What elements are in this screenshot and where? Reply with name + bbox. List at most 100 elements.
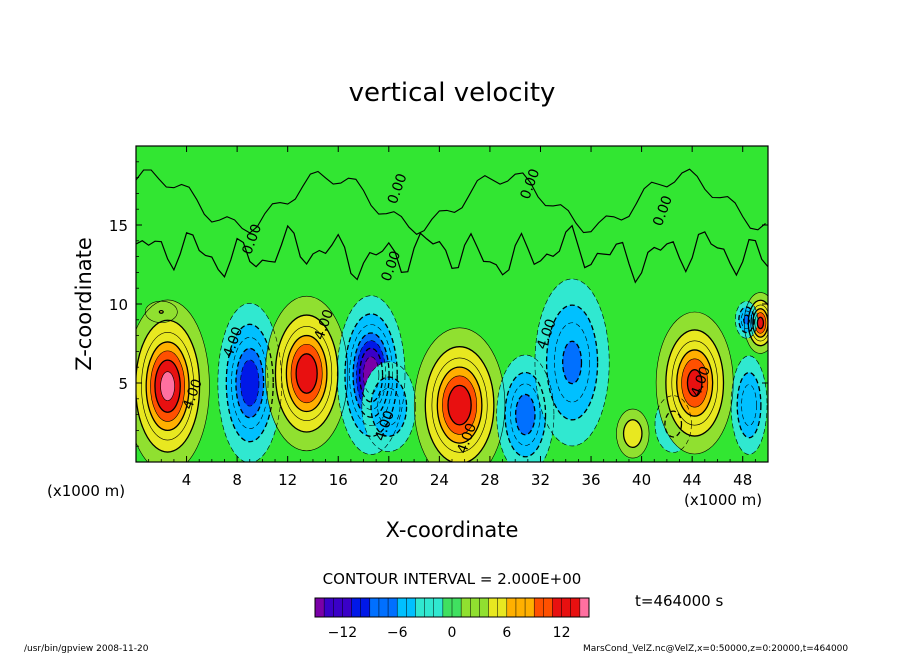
contour-line xyxy=(431,357,488,453)
contour-line xyxy=(665,329,725,437)
level-band xyxy=(562,341,582,384)
contour-line xyxy=(616,408,650,459)
contour-line xyxy=(160,371,175,401)
y-axis: 5 10 15 xyxy=(109,161,768,447)
contour-line xyxy=(743,314,750,326)
contour-line xyxy=(436,366,483,444)
colorbar-step xyxy=(515,598,526,617)
colorbar-step xyxy=(369,598,380,617)
colorbar-tick-label: 6 xyxy=(502,625,511,641)
contour-line xyxy=(562,340,583,385)
colorbar-step xyxy=(552,598,563,617)
x-tick-label: 20 xyxy=(379,471,398,489)
contour-line xyxy=(377,387,401,426)
level-band xyxy=(687,369,702,397)
colorbar-steps xyxy=(314,597,590,618)
contour-line xyxy=(349,324,393,426)
colorbar-step xyxy=(543,598,553,617)
contour-line xyxy=(741,384,757,426)
x-tick-label: 4 xyxy=(182,471,192,489)
colorbar-step xyxy=(324,598,334,617)
contour-line xyxy=(676,349,714,417)
colorbar-step xyxy=(506,598,517,617)
colorbar-step xyxy=(488,598,499,617)
colorbar-step xyxy=(424,598,435,617)
contour-line xyxy=(235,347,265,419)
contour-line xyxy=(514,393,536,436)
y-tick-label: 10 xyxy=(109,296,128,314)
contour-line xyxy=(265,295,349,452)
colorbar-step xyxy=(342,598,353,617)
level-band xyxy=(757,317,764,329)
contour-line xyxy=(150,350,186,422)
velocity-cell xyxy=(414,327,505,462)
x-tick-label: 32 xyxy=(531,471,550,489)
contour-line xyxy=(285,334,328,413)
colorbar-step xyxy=(388,598,398,617)
colorbar-tick-label: 12 xyxy=(553,625,571,641)
contour-line xyxy=(534,278,610,447)
level-band xyxy=(160,371,175,401)
colorbar-step xyxy=(315,598,325,617)
x-axis-label: X-coordinate xyxy=(386,518,519,542)
velocity-cell xyxy=(217,303,282,462)
x-tick-label: 24 xyxy=(430,471,449,489)
contour-line xyxy=(136,299,210,462)
level-band xyxy=(623,419,642,448)
colorbar-tick-label: 0 xyxy=(448,625,457,641)
contour-line xyxy=(158,309,164,314)
contour-line xyxy=(442,375,478,435)
velocity-cell xyxy=(656,311,734,455)
level-band xyxy=(448,385,472,425)
y-tick-label: 15 xyxy=(109,217,128,235)
colorbar-step xyxy=(470,598,480,617)
colorbar: −12 −6 0 6 12 xyxy=(314,597,590,641)
contour-line xyxy=(154,359,181,413)
colorbar-step xyxy=(406,598,416,617)
x-tick-label: 36 xyxy=(581,471,600,489)
contour-line xyxy=(738,306,755,334)
velocity-cell xyxy=(534,278,610,446)
x-tick-label: 12 xyxy=(278,471,297,489)
contour-line xyxy=(370,376,408,437)
level-band xyxy=(515,394,535,435)
contour-line xyxy=(225,323,274,443)
contour-line xyxy=(754,312,767,334)
colorbar-frame xyxy=(314,597,590,618)
contour-line xyxy=(358,347,384,403)
time-label: t=464000 s xyxy=(635,592,723,610)
colorbar-step xyxy=(461,598,471,617)
contour-line xyxy=(240,359,260,407)
plot-area: 0.00 0.000.000.000.004.004.00 4.004.004.00… xyxy=(135,145,769,463)
x-unit-right: (x1000 m) xyxy=(684,491,762,509)
colorbar-ticks: −12 −6 0 6 12 xyxy=(328,625,571,641)
contour-line xyxy=(361,361,417,452)
contour-line xyxy=(504,371,547,458)
velocity-cell xyxy=(616,409,650,459)
colorbar-step xyxy=(351,598,362,617)
colorbar-step xyxy=(415,598,426,617)
x-tick-label: 40 xyxy=(632,471,651,489)
contour-line xyxy=(510,383,541,446)
contour-line xyxy=(686,369,703,397)
level-band xyxy=(240,359,259,407)
contour-line xyxy=(664,410,683,438)
contour-line xyxy=(290,343,323,404)
colorbar-step xyxy=(452,598,462,617)
contour-line xyxy=(545,304,599,421)
colorbar-step xyxy=(579,598,590,617)
colorbar-tick-label: −12 xyxy=(328,625,358,641)
contour-line xyxy=(141,331,195,441)
velocity-cell xyxy=(265,296,348,451)
x-tick-label: 44 xyxy=(683,471,702,489)
x-tick-label: 28 xyxy=(480,471,499,489)
contour-line xyxy=(274,314,339,433)
x-axis: 4 8 12 16 20 24 28 32 36 40 44 48 xyxy=(148,146,756,489)
contour-line xyxy=(295,353,318,394)
contour-line xyxy=(655,311,734,455)
contour-line xyxy=(736,371,762,439)
footer-right: MarsCond_VelZ.nc@VelZ,x=0:50000,z=0:2000… xyxy=(583,644,848,654)
colorbar-step xyxy=(479,598,490,617)
level-band xyxy=(741,384,757,426)
colorbar-step xyxy=(534,598,544,617)
